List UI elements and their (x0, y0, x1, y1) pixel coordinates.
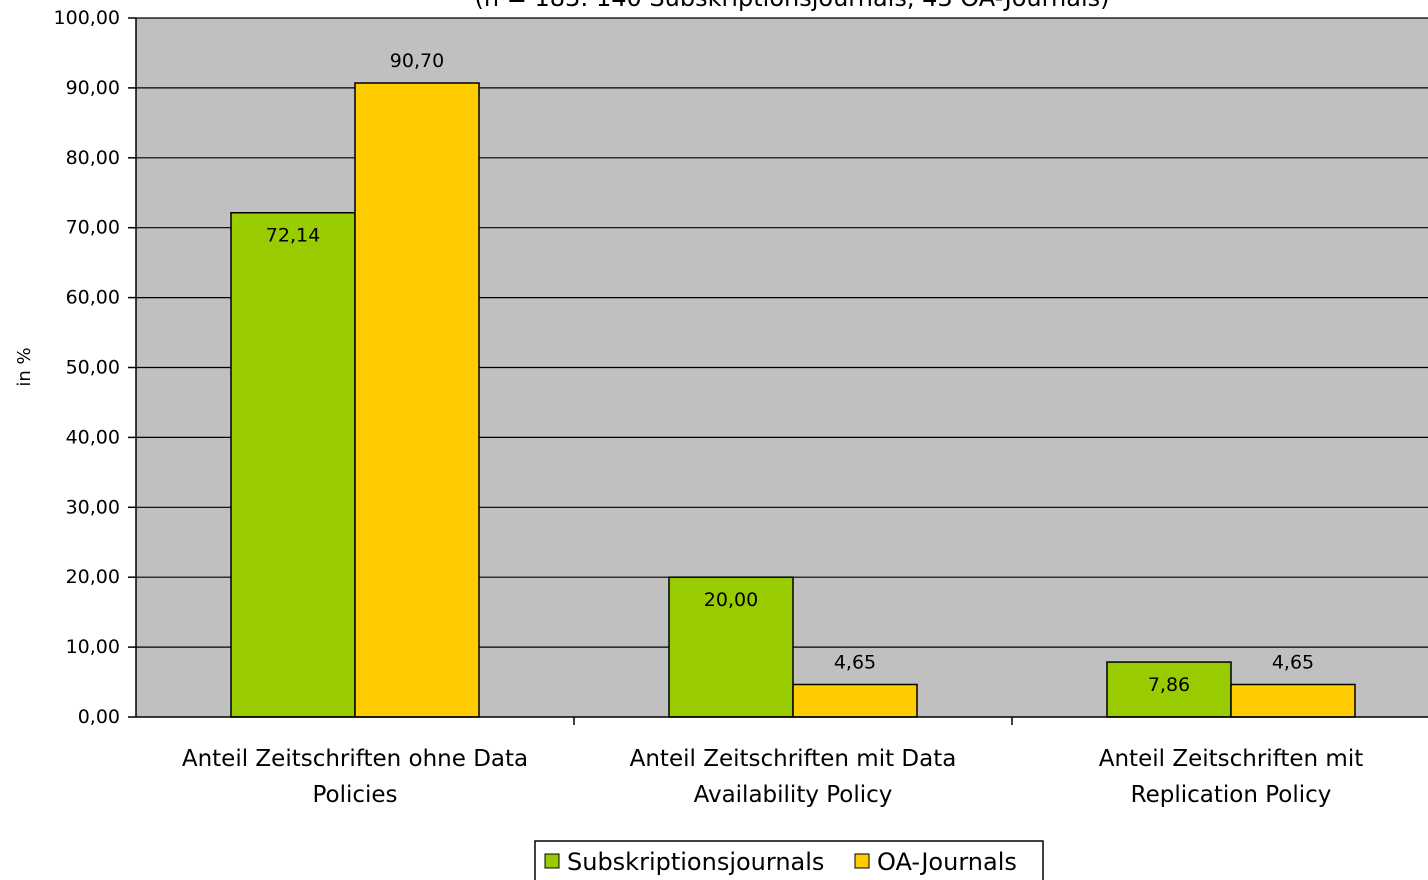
y-tick-label: 60,00 (66, 287, 120, 309)
y-tick-label: 0,00 (78, 706, 120, 728)
y-tick-label: 30,00 (66, 496, 120, 518)
bar-subskriptionsjournals (1106, 661, 1232, 718)
data-label: 4,65 (1272, 651, 1314, 673)
legend-label-subskriptionsjournals: Subskriptionsjournals (567, 848, 824, 876)
y-tick-label: 10,00 (66, 636, 120, 658)
data-label: 90,70 (390, 50, 444, 72)
data-label: 4,65 (834, 651, 876, 673)
legend-label-oa-journals: OA-Journals (877, 848, 1017, 876)
x-axis-ticks (573, 717, 1013, 725)
bar-oa-journals (354, 82, 480, 718)
bar-subskriptionsjournals (668, 576, 794, 718)
y-axis-ticks: 0,00 10,00 20,00 30,00 40,00 50,00 60,00 70,00 8… (54, 7, 136, 728)
category-label: Anteil Zeitschriften ohne Data (182, 746, 528, 772)
data-label: 72,14 (266, 225, 320, 247)
legend: Subskriptionsjournals OA-Journals (534, 840, 1044, 880)
category-label: Policies (312, 782, 397, 808)
chart-title: (n = 183: 140 Subskriptionsjournals, 43 … (475, 0, 1110, 12)
y-tick-label: 40,00 (66, 426, 120, 448)
y-tick-label: 20,00 (66, 566, 120, 588)
y-tick-label: 90,00 (66, 77, 120, 99)
y-tick-label: 50,00 (66, 357, 120, 379)
data-label: 7,86 (1148, 674, 1190, 696)
legend-box (534, 840, 1044, 880)
data-labels: 72,14 90,70 20,00 4,65 7,86 4,65 (266, 50, 1314, 696)
category-label: Replication Policy (1131, 782, 1332, 808)
y-tick-label: 100,00 (54, 7, 120, 29)
bar-oa-journals (792, 683, 918, 718)
y-axis-label: in % (14, 347, 35, 386)
legend-swatch-oa-journals (854, 853, 870, 869)
legend-swatch-subskriptionsjournals (544, 853, 560, 869)
y-tick-label: 70,00 (66, 217, 120, 239)
bar-oa-journals (1230, 683, 1356, 718)
data-label: 20,00 (704, 589, 758, 611)
bar-subskriptionsjournals (230, 211, 356, 718)
category-label: Anteil Zeitschriften mit (1099, 746, 1364, 772)
category-label: Availability Policy (694, 782, 893, 808)
category-label: Anteil Zeitschriften mit Data (630, 746, 957, 772)
category-labels: Anteil Zeitschriften ohne Data Policies An… (182, 746, 1363, 808)
y-tick-label: 80,00 (66, 147, 120, 169)
bars (230, 82, 1356, 718)
